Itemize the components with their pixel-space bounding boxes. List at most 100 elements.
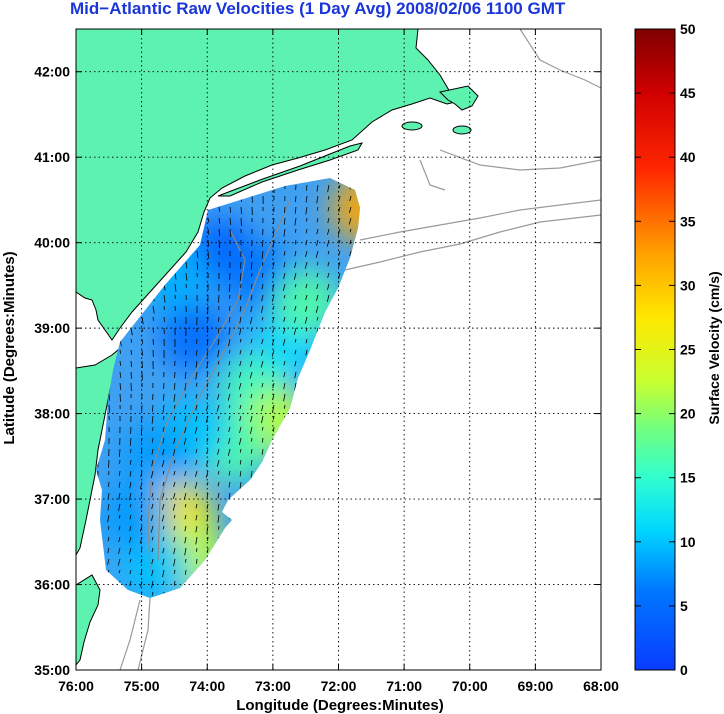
velocity-vector <box>327 272 330 279</box>
velocity-vector <box>195 393 198 399</box>
y-tick-label: 39:00 <box>34 320 70 336</box>
velocity-vector <box>294 316 297 323</box>
velocity-vector <box>294 360 297 367</box>
velocity-vector <box>294 382 297 391</box>
velocity-vector <box>261 327 264 333</box>
velocity-vector <box>251 250 253 258</box>
x-tick-label: 74:00 <box>189 678 225 694</box>
velocity-vector <box>129 503 132 508</box>
velocity-vector <box>293 272 297 280</box>
velocity-vector <box>272 404 275 413</box>
velocity-vector <box>173 404 176 409</box>
velocity-vector <box>316 239 319 246</box>
velocity-vector <box>141 327 143 332</box>
velocity-vector <box>196 558 198 564</box>
velocity-vector <box>260 360 264 368</box>
velocity-vector <box>162 492 165 499</box>
velocity-vector <box>250 349 253 356</box>
velocity-vector <box>174 272 177 280</box>
velocity-vector <box>118 525 121 531</box>
velocity-vector <box>184 525 187 532</box>
velocity-vector <box>261 437 264 443</box>
velocity-vector <box>118 514 121 519</box>
velocity-vector <box>260 305 264 313</box>
velocity-vector <box>195 371 198 380</box>
velocity-vector <box>305 283 308 289</box>
velocity-vector <box>228 349 231 354</box>
colorbar-tick-label: 35 <box>680 213 696 229</box>
velocity-vector <box>261 404 264 412</box>
velocity-vector <box>349 195 352 202</box>
velocity-vector <box>250 404 253 411</box>
velocity-vector <box>173 415 176 421</box>
velocity-vector <box>173 426 176 433</box>
velocity-vector <box>239 360 242 367</box>
velocity-vector <box>262 261 264 266</box>
velocity-vector <box>107 514 110 523</box>
velocity-vector <box>206 492 209 498</box>
velocity-vector <box>228 459 231 464</box>
velocity-vector <box>283 371 286 378</box>
velocity-vector <box>184 371 187 379</box>
velocity-vector <box>250 448 253 454</box>
colorbar-tick-label: 0 <box>680 662 688 678</box>
velocity-vector <box>272 426 275 432</box>
velocity-vector <box>294 206 297 214</box>
velocity-vector <box>217 448 220 455</box>
velocity-vector <box>161 459 165 467</box>
velocity-vector <box>261 382 264 388</box>
velocity-vector <box>183 437 187 445</box>
velocity-vector <box>316 195 319 204</box>
velocity-vector <box>218 228 221 236</box>
velocity-vector <box>163 415 165 420</box>
velocity-vector <box>316 316 319 321</box>
velocity-vector <box>349 206 352 213</box>
velocity-vector <box>195 437 198 442</box>
velocity-vector <box>228 338 231 347</box>
velocity-vector <box>327 195 330 200</box>
velocity-vector <box>150 525 154 533</box>
velocity-vector <box>151 569 154 577</box>
velocity-vector <box>194 481 198 489</box>
velocity-vector <box>294 228 297 233</box>
velocity-vector <box>129 470 132 477</box>
velocity-vector <box>338 261 341 268</box>
bathymetry-contours <box>119 29 601 670</box>
velocity-vector <box>327 261 330 267</box>
velocity-blob <box>160 302 229 371</box>
velocity-vector <box>273 250 275 255</box>
velocity-vector <box>239 316 242 324</box>
colorbar-tick-label: 20 <box>680 406 696 422</box>
velocity-vector <box>130 338 132 343</box>
velocity-vector <box>216 459 220 467</box>
velocity-vector <box>305 305 308 312</box>
velocity-vector <box>261 283 264 290</box>
velocity-blob <box>330 178 360 243</box>
velocity-vector <box>272 338 275 345</box>
x-tick-label: 73:00 <box>255 678 291 694</box>
velocity-vector <box>118 536 121 543</box>
velocity-vector <box>129 525 132 532</box>
velocity-vector <box>349 250 352 257</box>
colorbar-tick-label: 25 <box>680 342 696 358</box>
x-tick-label: 70:00 <box>452 678 488 694</box>
velocity-vector <box>184 503 187 508</box>
velocity-vector <box>151 437 154 443</box>
velocity-vector <box>327 206 330 212</box>
velocity-vector <box>239 426 242 434</box>
velocity-vector <box>185 272 188 281</box>
velocity-vector <box>228 404 231 409</box>
velocity-vector <box>294 261 297 269</box>
velocity-vector <box>217 393 220 400</box>
velocity-vector <box>107 503 110 511</box>
velocity-vector <box>327 250 330 255</box>
velocity-vector <box>119 448 121 457</box>
land-marthas-vineyard <box>401 121 423 131</box>
velocity-vector <box>294 338 297 343</box>
velocity-vector <box>228 371 231 378</box>
land-delmarva <box>76 343 125 557</box>
velocity-vector <box>338 239 341 244</box>
velocity-vector <box>151 536 154 541</box>
velocity-vector <box>151 514 154 521</box>
velocity-vector <box>119 393 121 402</box>
